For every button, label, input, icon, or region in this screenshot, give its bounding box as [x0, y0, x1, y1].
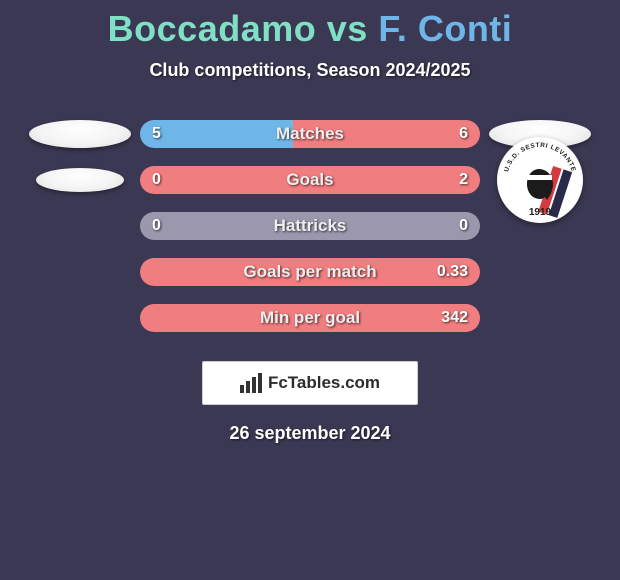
- stat-row: 0 Goals 2 U.S.D. SESTRI LEVANTE: [0, 157, 620, 203]
- branding-box: FcTables.com: [202, 361, 418, 405]
- stat-row: Goals per match 0.33: [0, 249, 620, 295]
- date-text: 26 september 2024: [0, 423, 620, 444]
- stat-value-right: 6: [459, 120, 468, 148]
- stats-container: 5 Matches 6 0 Goals 2: [0, 111, 620, 341]
- player1-placeholder-icon: [36, 168, 124, 192]
- stat-value-right: 2: [459, 166, 468, 194]
- stat-label: Goals per match: [140, 258, 480, 286]
- vs-text: vs: [327, 8, 368, 49]
- left-slot: [20, 157, 140, 203]
- page-title: Boccadamo vs F. Conti: [0, 0, 620, 50]
- left-slot: [20, 249, 140, 295]
- right-slot: [480, 249, 600, 295]
- stat-value-right: 0.33: [437, 258, 468, 286]
- stat-label: Matches: [140, 120, 480, 148]
- stat-value-right: 342: [441, 304, 468, 332]
- stat-bar: 0 Hattricks 0: [140, 212, 480, 240]
- stat-label: Goals: [140, 166, 480, 194]
- branding-text: FcTables.com: [268, 373, 380, 393]
- bar-chart-icon: [240, 373, 262, 393]
- left-slot: [20, 203, 140, 249]
- stat-value-right: 0: [459, 212, 468, 240]
- stat-row: Min per goal 342: [0, 295, 620, 341]
- stat-bar: Goals per match 0.33: [140, 258, 480, 286]
- left-slot: [20, 111, 140, 157]
- player1-name: Boccadamo: [108, 8, 317, 49]
- stat-label: Min per goal: [140, 304, 480, 332]
- right-slot: [480, 295, 600, 341]
- badge-year: 1919: [529, 207, 552, 218]
- stat-bar: 0 Goals 2: [140, 166, 480, 194]
- left-slot: [20, 295, 140, 341]
- right-slot: U.S.D. SESTRI LEVANTE 1919: [480, 157, 600, 203]
- stat-bar: Min per goal 342: [140, 304, 480, 332]
- club-badge-icon: U.S.D. SESTRI LEVANTE 1919: [497, 137, 583, 223]
- subtitle: Club competitions, Season 2024/2025: [0, 60, 620, 81]
- stat-label: Hattricks: [140, 212, 480, 240]
- player2-name: F. Conti: [378, 8, 512, 49]
- player1-placeholder-icon: [29, 120, 131, 148]
- stat-bar: 5 Matches 6: [140, 120, 480, 148]
